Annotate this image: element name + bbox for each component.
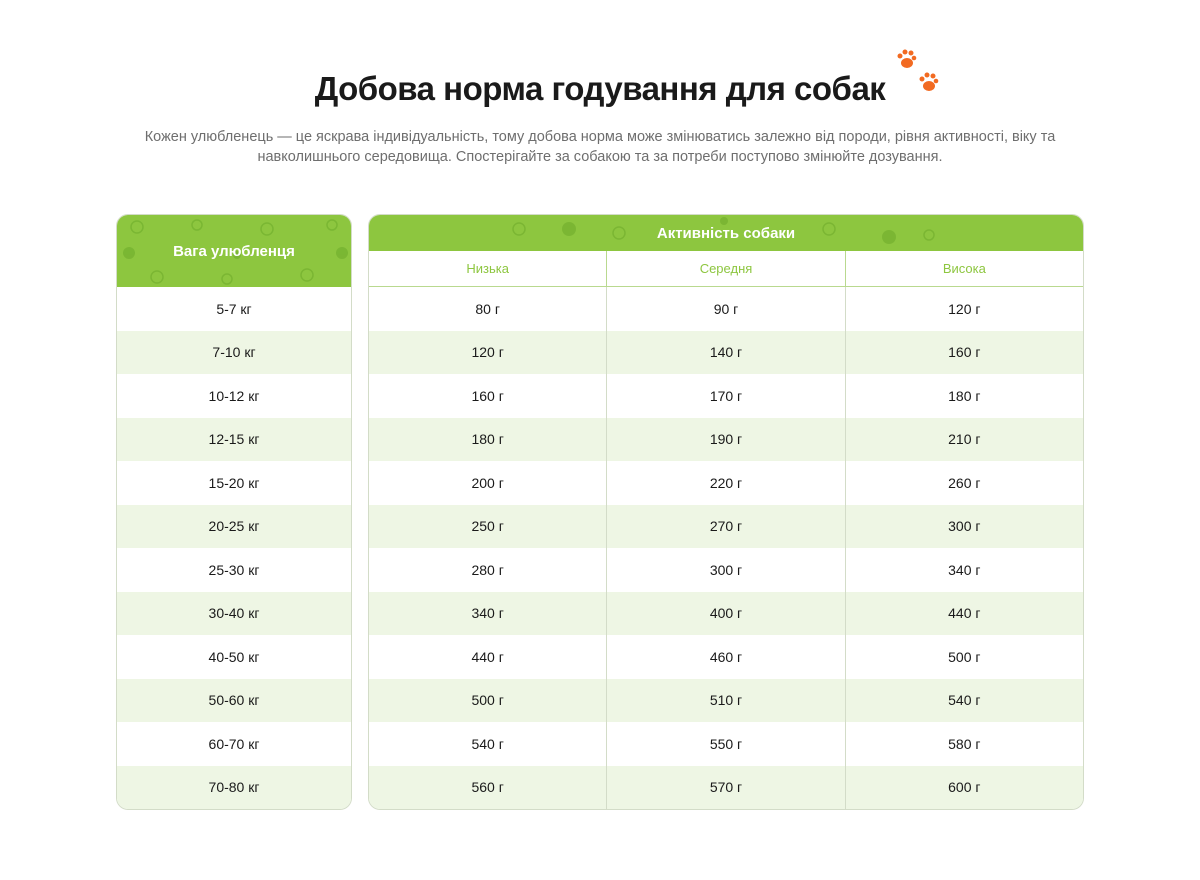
portion-cell: 190 г (606, 417, 844, 461)
paw-pattern-icon (512, 217, 935, 244)
portion-cell: 440 г (471, 648, 504, 665)
portion-cell: 500 г (844, 635, 1083, 679)
table-row: 7-10 кг (117, 330, 351, 374)
portion-cell: 580 г (844, 722, 1083, 766)
activity-table: Активність собаки Низька Середня Висока … (368, 214, 1084, 810)
weight-cell: 12-15 кг (208, 431, 260, 448)
page-subtitle: Кожен улюбленець — це яскрава індивідуал… (144, 129, 1056, 165)
page-title: Добова норма годування для собак (314, 70, 886, 107)
table-row: 160 г 170 г 180 г (369, 374, 1083, 418)
portion-cell: 140 г (606, 330, 844, 374)
table-row: 10-12 кг (117, 374, 351, 418)
portion-cell: 160 г (844, 330, 1083, 374)
table-row: 180 г 190 г 210 г (369, 417, 1083, 461)
portion-cell: 570 г (606, 765, 844, 809)
activity-level-high: Висока (844, 251, 1083, 286)
portion-cell: 280 г (471, 561, 504, 578)
table-row: 120 г 140 г 160 г (369, 330, 1083, 374)
table-row: 440 г 460 г 500 г (369, 635, 1083, 679)
table-row: 280 г 300 г 340 г (369, 548, 1083, 592)
portion-cell: 600 г (844, 765, 1083, 809)
portion-cell: 160 г (471, 387, 504, 404)
portion-cell: 540 г (471, 735, 504, 752)
weight-header: Вага улюбленця (117, 215, 351, 287)
portion-cell: 300 г (844, 504, 1083, 548)
paw-prints-icon (897, 49, 939, 91)
table-row: 5-7 кг (117, 287, 351, 331)
weight-table: Вага улюбленця 5-7 кг 7-10 кг 10-12 кг 12-1… (116, 214, 352, 810)
portion-cell: 220 г (606, 461, 844, 505)
portion-cell: 560 г (471, 779, 504, 796)
weight-cell: 7-10 кг (212, 344, 256, 361)
portion-cell: 180 г (844, 374, 1083, 418)
portion-cell: 460 г (606, 635, 844, 679)
activity-level-low: Низька (466, 261, 509, 276)
portion-cell: 270 г (606, 504, 844, 548)
portion-cell: 80 г (475, 300, 500, 317)
weight-cell: 60-70 кг (208, 735, 260, 752)
table-row: 560 г 570 г 600 г (369, 765, 1083, 809)
paw-pattern-icon (123, 219, 348, 285)
table-row: 60-70 кг (117, 722, 351, 766)
weight-cell: 40-50 кг (208, 648, 260, 665)
portion-cell: 300 г (606, 548, 844, 592)
portion-cell: 120 г (844, 287, 1083, 331)
table-row: 12-15 кг (117, 417, 351, 461)
portion-cell: 340 г (471, 605, 504, 622)
portion-cell: 500 г (471, 692, 504, 709)
weight-cell: 20-25 кг (208, 518, 260, 535)
portion-cell: 250 г (471, 518, 504, 535)
portion-cell: 440 г (844, 591, 1083, 635)
weight-cell: 10-12 кг (208, 387, 260, 404)
portion-cell: 120 г (471, 344, 504, 361)
portion-cell: 400 г (606, 591, 844, 635)
weight-cell: 30-40 кг (208, 605, 260, 622)
table-row: 50-60 кг (117, 678, 351, 722)
table-row: 40-50 кг (117, 635, 351, 679)
table-row: 25-30 кг (117, 548, 351, 592)
activity-levels-header: Низька Середня Висока (369, 251, 1083, 287)
weight-cell: 15-20 кг (208, 474, 260, 491)
table-row: 540 г 550 г 580 г (369, 722, 1083, 766)
portion-cell: 210 г (844, 417, 1083, 461)
table-row: 20-25 кг (117, 504, 351, 548)
table-row: 500 г 510 г 540 г (369, 678, 1083, 722)
table-row: 200 г 220 г 260 г (369, 461, 1083, 505)
portion-cell: 180 г (471, 431, 504, 448)
table-row: 30-40 кг (117, 591, 351, 635)
weight-cell: 25-30 кг (208, 561, 260, 578)
portion-cell: 510 г (606, 678, 844, 722)
table-row: 80 г 90 г 120 г (369, 287, 1083, 331)
weight-cell: 5-7 кг (216, 300, 252, 317)
portion-cell: 550 г (606, 722, 844, 766)
portion-cell: 340 г (844, 548, 1083, 592)
portion-cell: 200 г (471, 474, 504, 491)
portion-cell: 260 г (844, 461, 1083, 505)
portion-cell: 90 г (606, 287, 844, 331)
activity-level-medium: Середня (606, 251, 844, 286)
table-row: 15-20 кг (117, 461, 351, 505)
table-row: 340 г 400 г 440 г (369, 591, 1083, 635)
portion-cell: 170 г (606, 374, 844, 418)
table-row: 70-80 кг (117, 765, 351, 809)
weight-cell: 50-60 кг (208, 692, 260, 709)
activity-header: Активність собаки (369, 215, 1083, 251)
table-row: 250 г 270 г 300 г (369, 504, 1083, 548)
weight-cell: 70-80 кг (208, 779, 260, 796)
portion-cell: 540 г (844, 678, 1083, 722)
